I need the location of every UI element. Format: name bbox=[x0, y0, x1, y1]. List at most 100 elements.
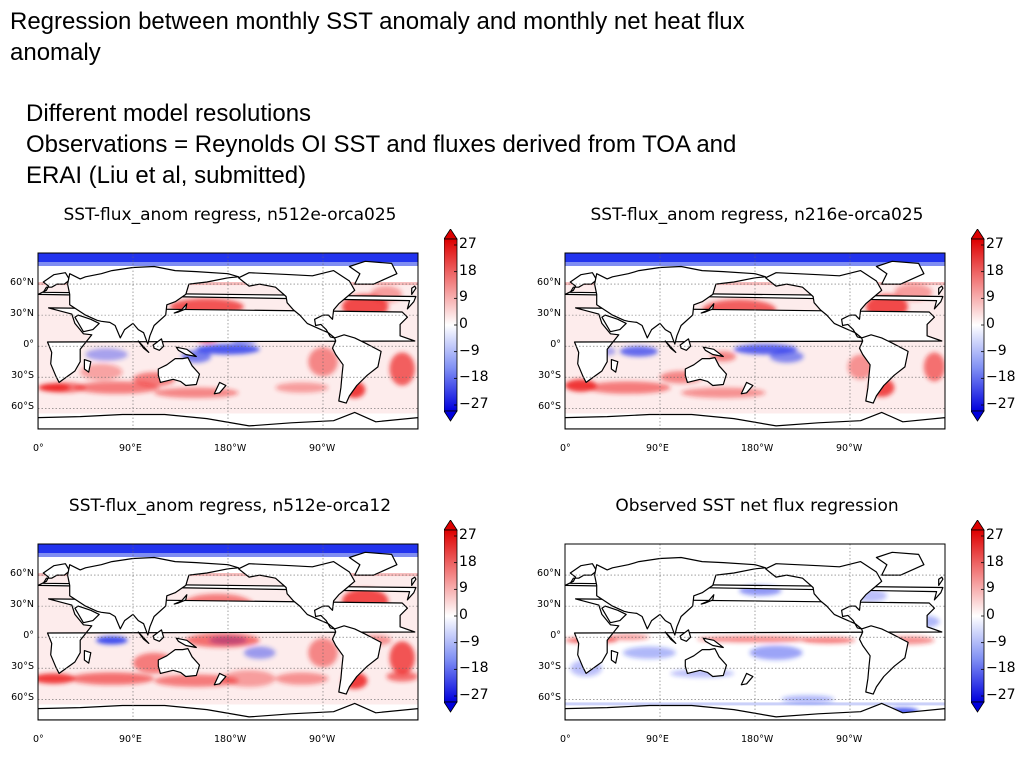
lon-tick-label: 90°W bbox=[836, 443, 863, 454]
positive-anomaly bbox=[38, 383, 70, 392]
land-mass bbox=[601, 605, 627, 624]
colorbar bbox=[444, 520, 458, 713]
map-panel-n216e-orca025: SST-flux_anom regress, n216e-orca025 60°N… bbox=[527, 205, 1016, 455]
lat-tick-label: 60°S bbox=[538, 401, 561, 413]
colorbar-label: −27 bbox=[459, 687, 489, 703]
note-line: Different model resolutions bbox=[26, 100, 312, 127]
lat-tick-label: 60°N bbox=[10, 277, 34, 289]
land-mass bbox=[593, 556, 767, 636]
land-mass bbox=[664, 340, 677, 354]
land-mass bbox=[83, 359, 92, 373]
colorbar-label: −9 bbox=[986, 342, 1007, 359]
land-mass bbox=[238, 560, 356, 630]
subpolar-band bbox=[38, 282, 418, 286]
colorbar-label: −18 bbox=[459, 369, 489, 386]
positive-anomaly bbox=[38, 673, 75, 684]
land-mass bbox=[765, 269, 883, 339]
colorbar-max-arrow bbox=[971, 229, 985, 240]
lat-tick-label: 30°N bbox=[537, 599, 561, 611]
map-panel-n512e-orca025: SST-flux_anom regress, n512e-orca025 60°N… bbox=[0, 205, 489, 455]
lon-tick-label: 0° bbox=[33, 734, 44, 745]
land-mass bbox=[411, 576, 417, 587]
colorbar-label: −27 bbox=[459, 396, 489, 412]
map-frame bbox=[564, 252, 946, 430]
positive-anomaly bbox=[586, 381, 671, 394]
lon-tick-label: 90°W bbox=[836, 734, 863, 745]
lat-tick-label: 30°S bbox=[11, 661, 34, 673]
map-panel-observed: Observed SST net flux regression 60°N 30°N… bbox=[527, 496, 1016, 746]
colorbar-label: −18 bbox=[459, 660, 489, 677]
lon-tick-label: 90°W bbox=[309, 443, 336, 454]
lat-tick-label: 30°N bbox=[537, 308, 561, 320]
land-mass bbox=[213, 672, 227, 686]
land-mass bbox=[157, 648, 201, 678]
negative-anomaly bbox=[243, 646, 276, 659]
colorbar-label: 9 bbox=[459, 289, 468, 306]
land-mass bbox=[875, 260, 925, 285]
land-mass bbox=[175, 637, 197, 649]
slide-notes: Different model resolutions Observations… bbox=[26, 98, 806, 191]
map-svg bbox=[564, 543, 946, 721]
land-mass bbox=[173, 594, 188, 605]
colorbar-label: 18 bbox=[459, 262, 477, 279]
land-mass bbox=[175, 346, 197, 358]
negative-anomaly bbox=[619, 346, 658, 357]
lat-tick-label: 60°S bbox=[538, 692, 561, 704]
positive-anomaly bbox=[389, 641, 415, 675]
land-mass bbox=[137, 631, 150, 645]
lat-tick-label: 0° bbox=[23, 630, 34, 642]
positive-anomaly bbox=[565, 379, 597, 392]
land-mass bbox=[213, 381, 227, 395]
lon-tick-label: 180°W bbox=[214, 443, 247, 454]
colorbar-label: 27 bbox=[986, 236, 1004, 252]
land-mass bbox=[66, 556, 240, 636]
positive-anomaly bbox=[923, 352, 945, 382]
colorbar bbox=[971, 229, 985, 422]
lat-tick-label: 60°N bbox=[10, 568, 34, 580]
colorbar-label: −18 bbox=[986, 369, 1016, 386]
land-mass bbox=[938, 285, 944, 296]
land-mass bbox=[700, 303, 715, 314]
lon-tick-label: 90°E bbox=[646, 734, 669, 745]
colorbar-label: 0 bbox=[986, 316, 995, 332]
land-mass bbox=[938, 576, 944, 587]
lat-tick-label: 0° bbox=[550, 339, 561, 351]
colorbar-label: −9 bbox=[986, 633, 1007, 650]
colorbar-label: 9 bbox=[459, 580, 468, 597]
land-mass bbox=[702, 346, 724, 358]
lat-tick-label: 0° bbox=[550, 630, 561, 642]
note-line: Observations = Reynolds OI SST and fluxe… bbox=[26, 131, 737, 158]
lon-tick-label: 180°W bbox=[214, 734, 247, 745]
lat-tick-label: 60°N bbox=[537, 568, 561, 580]
slide-title: Regression between monthly SST anomaly a… bbox=[10, 8, 745, 66]
lon-tick-label: 90°W bbox=[309, 734, 336, 745]
land-mass bbox=[700, 594, 715, 605]
panel-title: Observed SST net flux regression bbox=[615, 496, 899, 516]
negative-anomaly bbox=[85, 348, 128, 361]
note-line: ERAI (Liu et al, submitted) bbox=[26, 162, 307, 189]
land-mass bbox=[740, 381, 754, 395]
colorbar-label: 0 bbox=[459, 607, 468, 623]
land-mass bbox=[83, 650, 92, 664]
land-mass bbox=[601, 314, 627, 333]
lat-tick-label: 60°N bbox=[537, 277, 561, 289]
land-mass bbox=[331, 625, 382, 695]
colorbar-label: 27 bbox=[459, 236, 477, 252]
colorbar-min-arrow bbox=[971, 410, 985, 422]
lon-tick-label: 90°E bbox=[119, 443, 142, 454]
positive-anomaly bbox=[386, 671, 418, 682]
colorbar-min-arrow bbox=[971, 701, 985, 713]
colorbar bbox=[971, 520, 985, 713]
positive-anomaly bbox=[681, 387, 766, 398]
land-mass bbox=[348, 551, 398, 576]
colorbar-min-arrow bbox=[444, 701, 458, 713]
negative-anomaly bbox=[196, 344, 260, 355]
map-svg bbox=[37, 543, 419, 721]
map-frame bbox=[564, 543, 946, 721]
positive-anomaly bbox=[185, 633, 260, 648]
positive-anomaly bbox=[80, 363, 123, 381]
land-mass bbox=[173, 303, 188, 314]
land-mass bbox=[679, 338, 692, 351]
land-mass bbox=[348, 260, 398, 285]
colorbar-label: −9 bbox=[459, 633, 480, 650]
